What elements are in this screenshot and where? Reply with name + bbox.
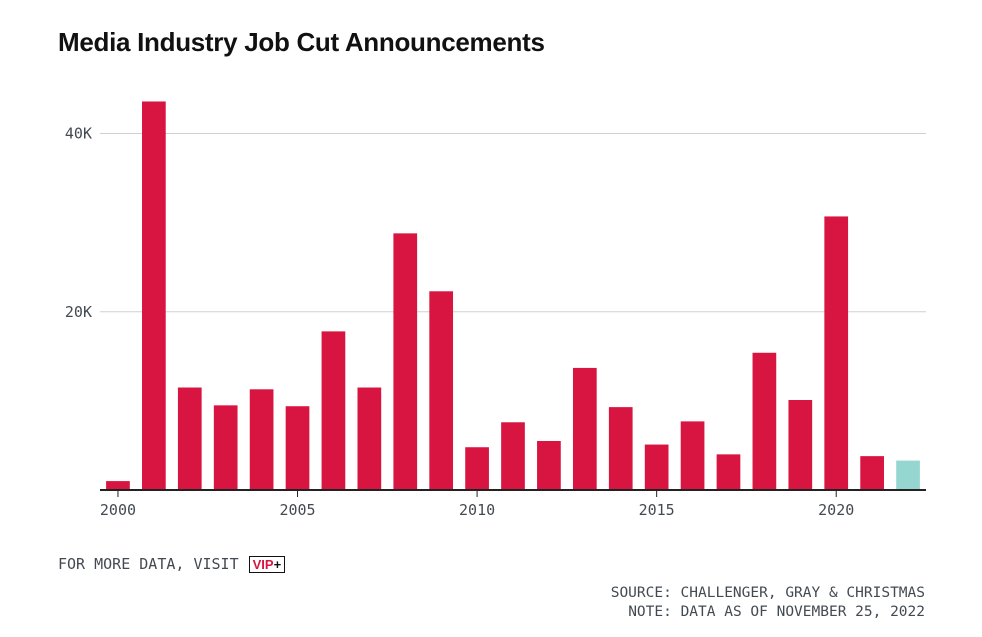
bar-2004[interactable]: [249, 389, 274, 490]
vip-plus-link[interactable]: VIP+: [248, 555, 286, 573]
bar-2015[interactable]: [644, 444, 669, 490]
vip-plus-sign: +: [273, 556, 282, 572]
bar-2011[interactable]: [501, 422, 525, 490]
more-data-line: FOR MORE DATA, VISIT VIP+: [58, 555, 286, 573]
data-date-note: NOTE: DATA AS OF NOVEMBER 25, 2022: [628, 604, 925, 620]
y-tick-label: 40K: [65, 125, 92, 143]
source-note: SOURCE: CHALLENGER, GRAY & CHRISTMAS: [610, 585, 925, 601]
bar-2022[interactable]: [896, 460, 920, 490]
chart-footer: SOURCE: CHALLENGER, GRAY & CHRISTMAS NOT…: [611, 584, 925, 622]
bar-2010[interactable]: [465, 447, 489, 490]
y-axis-ticks: 20K 40K: [65, 125, 92, 321]
bar-2017[interactable]: [716, 454, 741, 490]
grid-lines: [100, 133, 926, 313]
x-tick-label: 2015: [639, 501, 675, 519]
bar-2013[interactable]: [572, 367, 597, 490]
bar-2009[interactable]: [429, 291, 454, 490]
vip-text: VIP: [252, 556, 274, 572]
bar-2001[interactable]: [142, 101, 166, 490]
more-data-label: FOR MORE DATA, VISIT: [58, 555, 239, 573]
x-tick-label: 2020: [818, 501, 854, 519]
bar-2006[interactable]: [321, 331, 346, 490]
bar-2005[interactable]: [285, 406, 310, 490]
bar-2008[interactable]: [393, 233, 418, 491]
y-tick-label: 20K: [65, 303, 92, 321]
x-tick-label: 2010: [459, 501, 495, 519]
bar-2016[interactable]: [680, 421, 705, 490]
bar-2018[interactable]: [752, 352, 777, 490]
bar-2019[interactable]: [788, 399, 813, 490]
x-tick-label: 2000: [100, 501, 136, 519]
x-axis-ticks: 2000 2005 2010 2015 2020: [100, 490, 854, 519]
bar-2014[interactable]: [608, 407, 633, 490]
bars: [106, 101, 920, 491]
bar-2007[interactable]: [357, 387, 382, 490]
bar-2003[interactable]: [213, 405, 238, 490]
chart-title: Media Industry Job Cut Announcements: [58, 27, 545, 57]
bar-2002[interactable]: [177, 387, 202, 490]
bar-2020[interactable]: [824, 216, 849, 490]
x-tick-label: 2005: [279, 501, 315, 519]
bar-chart: 20K 40K 2000 2005 2010 2015 2020: [65, 101, 926, 519]
bar-2021[interactable]: [860, 456, 884, 490]
bar-2012[interactable]: [537, 440, 561, 490]
bar-2000[interactable]: [106, 481, 130, 490]
